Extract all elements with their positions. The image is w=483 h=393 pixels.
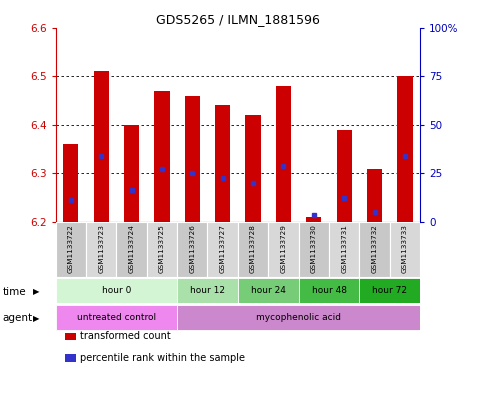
- Text: hour 0: hour 0: [101, 286, 131, 295]
- Bar: [56, 305, 177, 331]
- Bar: [359, 278, 420, 303]
- Text: GSM1133728: GSM1133728: [250, 224, 256, 273]
- Bar: [124, 125, 139, 222]
- Bar: [177, 222, 208, 277]
- Bar: [268, 222, 298, 277]
- Bar: [56, 222, 86, 277]
- Bar: [329, 222, 359, 277]
- Bar: [367, 169, 382, 222]
- Bar: [238, 222, 268, 277]
- Bar: [154, 91, 170, 222]
- Text: GSM1133723: GSM1133723: [98, 224, 104, 273]
- Text: GSM1133724: GSM1133724: [128, 224, 135, 273]
- Bar: [245, 115, 261, 222]
- Bar: [185, 95, 200, 222]
- Text: mycophenolic acid: mycophenolic acid: [256, 313, 341, 322]
- Text: GSM1133732: GSM1133732: [371, 224, 378, 273]
- Bar: [337, 130, 352, 222]
- Bar: [298, 222, 329, 277]
- Bar: [63, 144, 78, 222]
- Bar: [359, 222, 390, 277]
- Bar: [276, 86, 291, 222]
- Text: hour 12: hour 12: [190, 286, 225, 295]
- Text: untreated control: untreated control: [77, 313, 156, 322]
- Text: transformed count: transformed count: [80, 331, 170, 342]
- Text: GSM1133733: GSM1133733: [402, 224, 408, 273]
- Bar: [56, 278, 177, 303]
- Text: hour 72: hour 72: [372, 286, 407, 295]
- Bar: [208, 222, 238, 277]
- Text: GSM1133722: GSM1133722: [68, 224, 74, 273]
- Text: ▶: ▶: [33, 314, 39, 323]
- Title: GDS5265 / ILMN_1881596: GDS5265 / ILMN_1881596: [156, 13, 320, 26]
- Bar: [177, 305, 420, 331]
- Text: GSM1133726: GSM1133726: [189, 224, 195, 273]
- Text: GSM1133725: GSM1133725: [159, 224, 165, 273]
- Bar: [238, 278, 298, 303]
- Text: GSM1133727: GSM1133727: [220, 224, 226, 273]
- Text: agent: agent: [2, 313, 32, 323]
- Text: percentile rank within the sample: percentile rank within the sample: [80, 353, 245, 363]
- Text: ▶: ▶: [33, 287, 39, 296]
- Bar: [177, 278, 238, 303]
- Bar: [94, 71, 109, 222]
- Bar: [215, 105, 230, 222]
- Bar: [398, 76, 412, 222]
- Text: GSM1133730: GSM1133730: [311, 224, 317, 273]
- Bar: [147, 222, 177, 277]
- Text: hour 48: hour 48: [312, 286, 346, 295]
- Bar: [116, 222, 147, 277]
- Text: time: time: [2, 286, 26, 297]
- Text: hour 24: hour 24: [251, 286, 286, 295]
- Bar: [390, 222, 420, 277]
- Text: GSM1133731: GSM1133731: [341, 224, 347, 273]
- Bar: [298, 278, 359, 303]
- Bar: [86, 222, 116, 277]
- Text: GSM1133729: GSM1133729: [281, 224, 286, 273]
- Bar: [306, 217, 322, 222]
